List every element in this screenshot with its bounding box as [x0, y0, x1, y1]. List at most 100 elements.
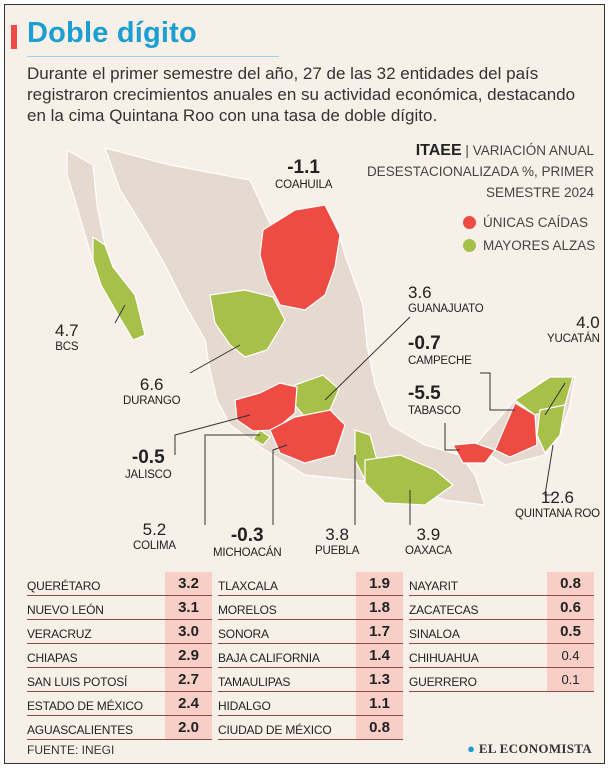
value-quintana-roo: 12.6 — [540, 488, 575, 507]
indicator-desc-3: SEMESTRE 2024 — [485, 185, 594, 200]
leader-line-durango — [189, 344, 241, 374]
map-label-campeche: -0.7 CAMPECHE — [408, 333, 472, 367]
map-label-bcs: 4.7 BCS — [55, 321, 79, 353]
state-michoacan: MICHOACÁN — [213, 547, 282, 559]
state-value: 2.7 — [165, 668, 212, 691]
state-value: 0.6 — [547, 596, 594, 619]
state-value: 3.1 — [165, 596, 212, 619]
indicator-name: ITAEE — [415, 142, 462, 159]
state-name: NAYARIT — [409, 579, 458, 593]
state-value: 2.0 — [165, 716, 212, 739]
title-accent-bar — [11, 25, 17, 49]
table-row: VERACRUZ 3.0 — [27, 620, 212, 644]
state-bcs: BCS — [55, 341, 79, 353]
state-value: 3.2 — [165, 572, 212, 595]
state-name: BAJA CALIFORNIA — [218, 651, 320, 665]
state-name: TAMAULIPAS — [218, 675, 291, 689]
legend-swatch-declines — [463, 216, 476, 229]
state-name: ZACATECAS — [409, 603, 479, 617]
state-value: 0.8 — [547, 572, 594, 595]
state-name: VERACRUZ — [27, 627, 92, 641]
legend-label-rises: MAYORES ALZAS — [483, 238, 596, 253]
table-row: HIDALGO 1.1 — [218, 692, 403, 716]
map-region-durango — [209, 289, 286, 358]
map-region-tabasco — [452, 442, 496, 464]
state-name: CHIHUAHUA — [409, 651, 479, 665]
table-row: QUERÉTARO 3.2 — [27, 572, 212, 596]
table-row: CHIAPAS 2.9 — [27, 644, 212, 668]
map-label-puebla: 3.8 PUEBLA — [315, 525, 359, 557]
map-label-oaxaca: 3.9 OAXACA — [405, 525, 452, 557]
state-value: 0.1 — [547, 668, 594, 691]
indicator-separator: | — [465, 143, 469, 158]
value-colima: 5.2 — [142, 520, 167, 539]
value-durango: 6.6 — [139, 375, 164, 394]
state-jalisco: JALISCO — [125, 469, 172, 481]
leader-line-quintana-roo — [544, 444, 554, 496]
state-name: QUERÉTARO — [27, 579, 101, 593]
indicator-desc-2: DESESTACIONALIZADA %, PRIMER — [366, 164, 594, 179]
table-row: SAN LUIS POTOSÍ 2.7 — [27, 668, 212, 692]
map-region-bcs — [92, 235, 146, 341]
state-tabasco: TABASCO — [408, 405, 461, 417]
map-label-tabasco: -5.5 TABASCO — [408, 383, 461, 417]
indicator-description: ITAEE | VARIACIÓN ANUAL DESESTACIONALIZA… — [334, 140, 594, 203]
state-value: 1.1 — [356, 692, 403, 715]
value-puebla: 3.8 — [325, 525, 349, 544]
value-coahuila: -1.1 — [287, 157, 320, 178]
state-value: 2.9 — [165, 644, 212, 667]
value-jalisco: -0.5 — [131, 447, 165, 468]
map-region-coahuila — [259, 204, 341, 311]
state-value: 3.0 — [165, 620, 212, 643]
leader-line-michoacan — [272, 444, 288, 525]
map-region-oaxaca — [364, 454, 454, 506]
state-value: 0.4 — [547, 644, 594, 667]
value-oaxaca: 3.9 — [416, 525, 441, 544]
map-label-guanajuato: 3.6 GUANAJUATO — [408, 283, 484, 315]
state-value: 0.8 — [356, 716, 403, 739]
table-row: TAMAULIPAS 1.3 — [218, 668, 403, 692]
state-name: SAN LUIS POTOSÍ — [27, 675, 128, 689]
leader-line-campeche — [480, 372, 515, 411]
publisher-logo: ● EL ECONOMISTA — [467, 741, 592, 757]
leader-line-colima — [204, 434, 260, 525]
publisher-name: EL ECONOMISTA — [478, 741, 592, 756]
state-durango: DURANGO — [123, 395, 181, 407]
map-label-colima: 5.2 COLIMA — [133, 520, 176, 552]
leader-line-tabasco — [444, 423, 460, 451]
map-label-michoacan: -0.3 MICHOACÁN — [213, 525, 282, 559]
leader-line-bcs — [114, 304, 126, 324]
table-row: ESTADO DE MÉXICO 2.4 — [27, 692, 212, 716]
source-note: FUENTE: INEGI — [27, 743, 115, 757]
state-name: CIUDAD DE MÉXICO — [218, 723, 332, 737]
value-bcs: 4.7 — [55, 321, 79, 340]
indicator-desc-1: VARIACIÓN ANUAL — [472, 143, 594, 158]
state-puebla: PUEBLA — [315, 545, 360, 557]
state-quintana-roo: QUINTANA ROO — [515, 508, 600, 520]
map-label-jalisco: -0.5 JALISCO — [125, 447, 172, 481]
state-name: ESTADO DE MÉXICO — [27, 699, 143, 713]
map-region-colima — [252, 429, 271, 446]
state-name: GUERRERO — [409, 675, 477, 689]
state-oaxaca: OAXACA — [405, 545, 452, 557]
table-row: CIUDAD DE MÉXICO 0.8 — [218, 716, 403, 740]
table-row: SINALOA 0.5 — [409, 620, 594, 644]
state-name: HIDALGO — [218, 699, 271, 713]
state-name: AGUASCALIENTES — [27, 723, 133, 737]
table-row: ZACATECAS 0.6 — [409, 596, 594, 620]
page-title: Doble dígito — [27, 17, 197, 49]
map-label-quintana-roo: 12.6 QUINTANA ROO — [515, 488, 600, 520]
table-row: MORELOS 1.8 — [218, 596, 403, 620]
state-value: 1.4 — [356, 644, 403, 667]
map-label-durango: 6.6 DURANGO — [123, 375, 181, 407]
leader-line-guanajuato — [324, 316, 411, 401]
state-colima: COLIMA — [133, 540, 176, 552]
map-label-yucatan: 4.0 YUCATÁN — [547, 313, 600, 345]
state-value: 1.3 — [356, 668, 403, 691]
value-michoacan: -0.3 — [230, 525, 264, 546]
state-name: SINALOA — [409, 627, 460, 641]
value-yucatan: 4.0 — [576, 313, 600, 332]
map-region-quintana-roo — [536, 404, 566, 455]
state-guanajuato: GUANAJUATO — [408, 303, 484, 315]
table-row: NAYARIT 0.8 — [409, 572, 594, 596]
